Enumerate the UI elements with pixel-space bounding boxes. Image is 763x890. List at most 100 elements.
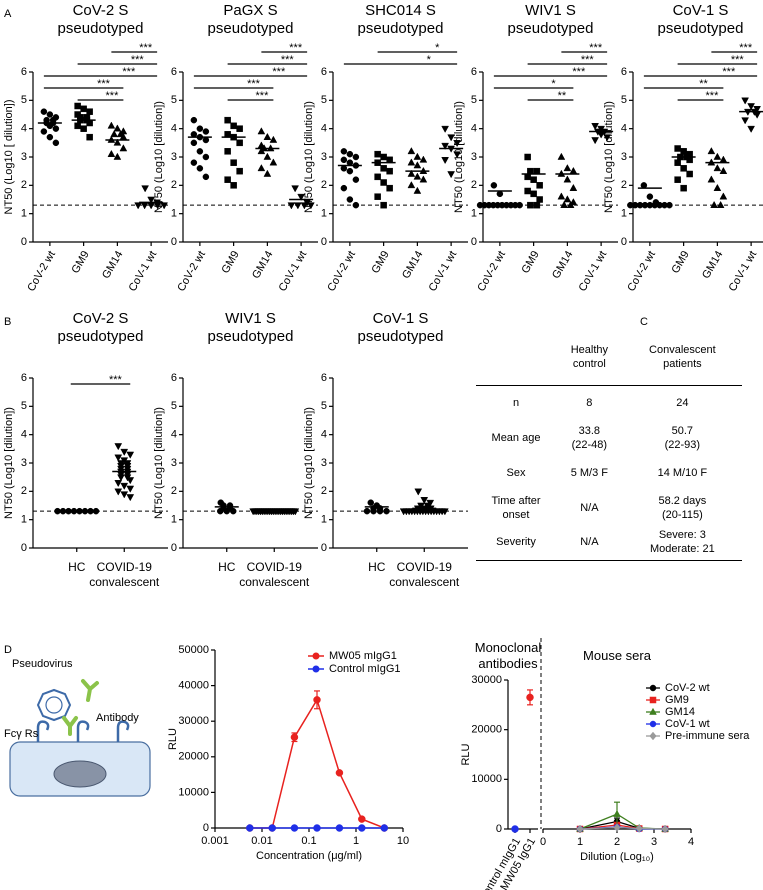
significance-label: *** — [109, 374, 123, 386]
x-tick-label: 1 — [353, 835, 359, 847]
data-point — [666, 201, 673, 209]
significance-label: *** — [281, 54, 295, 66]
data-point — [374, 150, 381, 158]
y-tick-label: 3 — [621, 151, 627, 163]
x-tick-label: 0.01 — [251, 835, 272, 847]
y-tick-label: 30000 — [178, 715, 209, 727]
data-point — [530, 176, 537, 183]
table-cell: Severe: 3 Moderate: 21 — [622, 525, 742, 561]
table-cell: N/A — [580, 501, 599, 514]
antibody — [81, 679, 99, 702]
data-point — [613, 809, 621, 817]
data-point — [674, 176, 681, 183]
data-point — [674, 145, 681, 152]
data-point — [420, 497, 429, 505]
y-tick-label: 3 — [471, 151, 477, 163]
nucleus — [53, 760, 107, 788]
data-point — [526, 693, 534, 702]
table-cell: 33.8 (22-48) — [571, 424, 608, 451]
data-point — [107, 149, 116, 157]
data-point — [263, 169, 272, 177]
y-tick-label: 0 — [21, 542, 27, 554]
data-point — [716, 200, 725, 208]
data-point — [576, 824, 584, 834]
data-point — [713, 183, 722, 191]
significance-label: *** — [247, 78, 261, 90]
x-tick-label: GM9 — [369, 249, 391, 276]
table-row: Severity N/A Severe: 3 Moderate: 21 — [476, 525, 742, 561]
data-point — [114, 480, 123, 488]
data-point — [380, 179, 387, 186]
data-point — [86, 133, 93, 141]
data-point — [236, 125, 243, 132]
y-tick-label: 6 — [321, 372, 327, 384]
data-point — [80, 105, 87, 113]
x-tick-label: CoV-2 wt — [25, 249, 58, 294]
data-point — [367, 499, 374, 506]
data-point — [635, 824, 643, 833]
y-tick-label: 1 — [171, 514, 177, 526]
data-point — [80, 125, 87, 132]
x-tick-label: CoV-1 wt — [127, 249, 160, 294]
x-tick-label: 0 — [540, 836, 546, 848]
y-tick-label: 50000 — [178, 644, 209, 656]
significance-label: * — [435, 42, 440, 54]
significance-label: *** — [97, 78, 111, 90]
significance-label: *** — [122, 66, 136, 78]
significance-label: *** — [706, 90, 720, 102]
data-point — [407, 158, 416, 166]
data-point — [719, 166, 728, 174]
y-tick-label: 6 — [21, 66, 27, 78]
data-point — [719, 155, 728, 163]
table-corner — [476, 343, 556, 386]
x-axis-label: Dilution (Log₁₀) — [580, 851, 654, 863]
data-point — [107, 121, 116, 129]
data-point — [190, 139, 198, 147]
data-point — [52, 125, 60, 132]
table-header-row: Healthy control Convalescent patients — [476, 343, 742, 386]
data-point — [147, 196, 155, 204]
data-point — [376, 507, 384, 515]
table-row: Sex 5 M/3 F 14 M/10 F — [476, 455, 742, 490]
y-tick-label: 0 — [203, 822, 209, 834]
data-point — [533, 201, 541, 209]
y-axis-label: NT50 (Log10 [ dilution]) — [3, 100, 15, 215]
x-tick-label: HC — [218, 560, 236, 574]
data-point — [563, 175, 572, 183]
data-point — [380, 201, 387, 209]
y-tick-label: 6 — [621, 66, 627, 78]
significance-label: *** — [581, 54, 595, 66]
data-point — [563, 195, 572, 203]
data-point — [92, 507, 100, 515]
y-tick-label: 2 — [621, 179, 627, 191]
table-cell: 5 M/3 F — [570, 466, 608, 479]
data-point — [117, 474, 125, 482]
data-point — [741, 97, 749, 105]
data-point — [747, 125, 755, 133]
table-cell: n — [512, 396, 520, 409]
y-tick-label: 3 — [21, 151, 27, 163]
table-cell: N/A — [556, 525, 623, 561]
data-point — [113, 138, 122, 146]
x-tick-label: 1 — [577, 836, 583, 848]
data-point — [46, 133, 54, 141]
y-tick-label: 6 — [171, 372, 177, 384]
x-tick-label: GM14 — [700, 249, 725, 281]
data-point — [257, 147, 266, 155]
y-axis-label: NT50 (Log10 [dilution]) — [303, 407, 315, 519]
legend-marker — [312, 665, 320, 673]
data-point — [120, 491, 129, 499]
legend-label: CoV-2 wt — [665, 682, 710, 694]
data-point — [603, 134, 611, 142]
data-point — [557, 152, 566, 160]
table: Healthy control Convalescent patients n 8 24… — [476, 343, 742, 561]
legend-label: GM9 — [665, 694, 689, 706]
x-tick-label: CoV-1 wt — [727, 249, 760, 294]
y-axis-label: NT50 (Log10 [dilution]) — [153, 101, 165, 213]
data-point — [413, 161, 422, 169]
data-point — [713, 164, 722, 172]
data-point — [566, 200, 575, 208]
x-tick-label: GM14 — [100, 249, 125, 281]
